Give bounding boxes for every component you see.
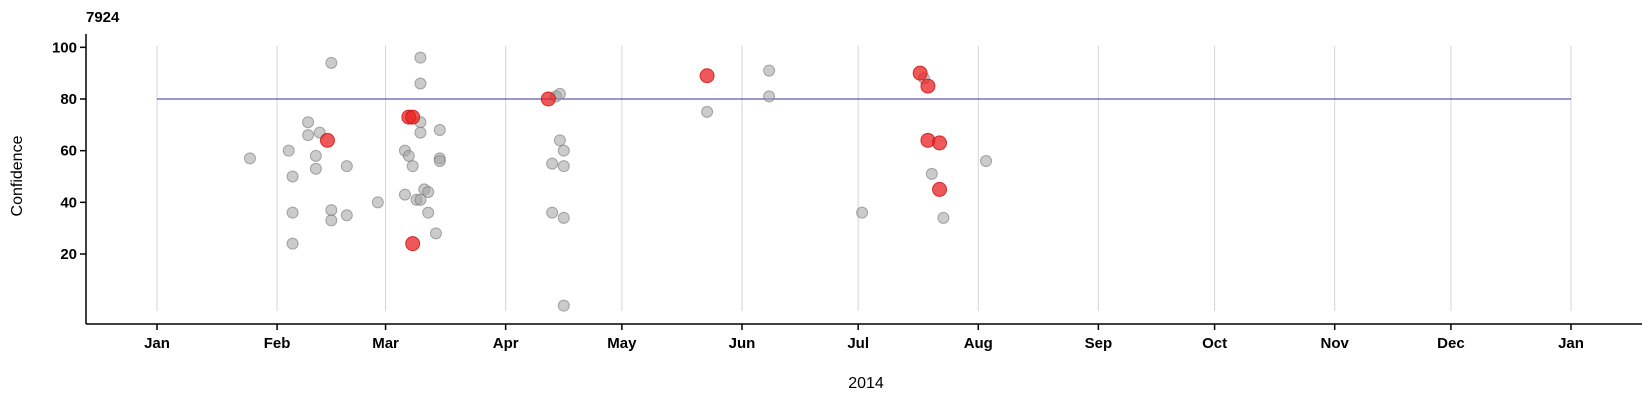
data-point-24 [414, 126, 427, 139]
data-point-2 [286, 170, 299, 183]
data-point-13 [340, 160, 353, 173]
data-point-25 [414, 193, 427, 206]
grid [156, 46, 1572, 311]
highlight-point-6 [912, 65, 928, 81]
data-point-33 [546, 157, 559, 170]
data-point-45 [856, 206, 869, 219]
highlight-point-10 [932, 181, 948, 197]
data-point-0 [243, 152, 256, 165]
data-point-14 [340, 209, 353, 222]
y-tick-label-80: 80 [60, 91, 77, 108]
y-axis-label: Confidence [9, 135, 26, 216]
data-point-17 [398, 188, 411, 201]
data-point-36 [553, 134, 566, 147]
highlight-point-7 [920, 78, 936, 94]
data-point-29 [429, 227, 442, 240]
y-tick-label-40: 40 [60, 194, 77, 211]
data-point-43 [763, 64, 776, 77]
x-tick-label-7: Aug [964, 335, 993, 352]
data-point-39 [557, 160, 570, 173]
data-point-5 [302, 116, 315, 129]
x-tick-label-9: Oct [1202, 335, 1227, 352]
data-point-21 [414, 51, 427, 64]
data-point-30 [433, 124, 446, 136]
x-tick-label-3: Apr [493, 335, 519, 352]
y-ticks: 20 40 60 80 100 [52, 39, 86, 263]
data-point-3 [286, 206, 299, 219]
data-point-1 [282, 144, 295, 157]
data-point-32 [433, 155, 446, 167]
data-point-22 [414, 77, 427, 90]
x-tick-label-4: May [607, 335, 637, 352]
highlight-point-2 [405, 109, 421, 125]
highlight-point-0 [319, 132, 335, 148]
data-point-48 [937, 211, 950, 224]
x-axis-label: 2014 [848, 375, 884, 392]
highlight-point-9 [932, 135, 948, 151]
data-point-42 [701, 105, 714, 118]
x-tick-label-0: Jan [144, 335, 170, 352]
x-tick-label-2: Mar [372, 335, 399, 352]
y-tick-label-60: 60 [60, 143, 77, 160]
points [243, 51, 993, 312]
data-point-18 [402, 149, 415, 162]
chart-title: 7924 [86, 9, 120, 26]
data-point-34 [546, 206, 559, 219]
x-tick-label-6: Jul [847, 335, 869, 352]
data-point-19 [406, 160, 419, 173]
highlight-point-3 [405, 236, 421, 252]
x-tick-label-12: Jan [1558, 335, 1584, 352]
data-point-27 [422, 186, 435, 198]
x-tick-label-10: Nov [1321, 335, 1350, 352]
highlight-point-5 [699, 68, 715, 84]
data-point-28 [422, 206, 435, 219]
data-point-11 [325, 204, 338, 217]
y-tick-label-100: 100 [52, 39, 77, 56]
data-point-6 [302, 129, 315, 142]
data-point-15 [371, 196, 384, 209]
data-point-47 [925, 167, 938, 180]
highlight-point-4 [540, 91, 556, 107]
x-ticks: Jan Feb Mar Apr May Jun Jul Aug Sep Oct Nov Dec Jan [144, 324, 1584, 352]
data-point-8 [309, 162, 322, 175]
data-point-41 [557, 299, 570, 312]
data-point-7 [309, 149, 322, 162]
data-point-10 [325, 56, 338, 69]
data-point-37 [553, 87, 566, 100]
x-tick-label-8: Sep [1085, 335, 1113, 352]
data-point-40 [557, 211, 570, 224]
x-tick-label-1: Feb [264, 335, 291, 352]
data-point-44 [763, 90, 776, 103]
data-point-12 [325, 214, 338, 227]
data-point-49 [980, 155, 993, 167]
y-tick-label-20: 20 [60, 246, 77, 263]
x-tick-label-11: Dec [1437, 335, 1465, 352]
data-point-38 [557, 144, 570, 157]
data-point-4 [286, 237, 299, 250]
x-tick-label-5: Jun [729, 335, 756, 352]
